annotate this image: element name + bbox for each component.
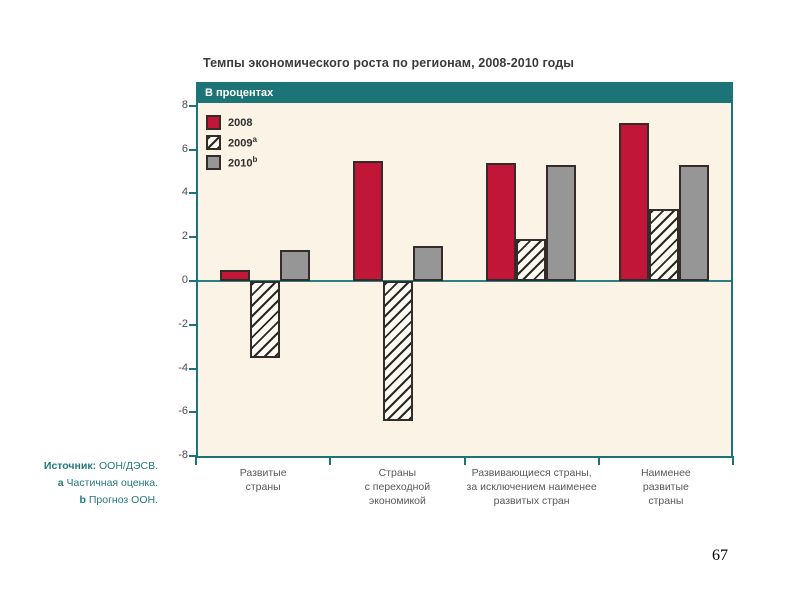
x-axis-category-labels: Развитые страны Страны с переходной эконо… [196,467,733,509]
y-axis-tick-mark [189,455,197,458]
y-axis-tick-mark [189,236,197,239]
y-axis-tick-label: -4 [178,361,188,374]
zero-gridline [198,280,731,282]
bar-2008-category-1 [219,270,250,281]
y-axis-tick-mark [189,192,197,195]
category-label-1: Развитые страны [239,467,287,493]
bar-2010-category-2 [412,245,443,281]
y-axis-tick-mark [189,323,197,326]
source-line: b Прогноз ООН. [79,494,158,506]
bar-2008-category-3 [486,162,517,281]
chart-title: Темпы экономического роста по регионам, … [203,56,575,70]
chart-frame: В процентах 2008 2009a 2010b 8 6 4 2 0 -2 -4 -6 -8 [178,82,733,461]
bar-2009-category-3 [516,239,547,281]
x-axis-boundary-tick [597,456,600,465]
bar-2009-category-4 [649,208,680,281]
bar-2010-category-3 [546,164,577,281]
legend: 2008 2009a 2010b [206,115,257,175]
bar-2010-category-1 [279,250,310,281]
category-label-4: Наименее развитые страны [640,467,691,507]
legend-label: 2009a [228,135,257,150]
bar-2008-category-4 [619,123,650,281]
y-axis-tick-mark [189,148,197,151]
bar-2009-category-1 [249,281,280,358]
y-axis-tick-label: -8 [178,449,188,462]
y-axis-tick-label: 0 [181,274,188,286]
x-axis-boundary-tick [329,456,332,465]
source-note: Источник: ООН/ДЭСВ. a Частичная оценка. b … [22,458,158,509]
x-axis-ticks [195,456,734,465]
legend-swatch-2008 [206,115,221,130]
legend-label: 2010b [228,155,258,170]
legend-item-2009: 2009a [206,135,257,150]
plot-area: 2008 2009a 2010b 8 6 4 2 0 -2 -4 -6 -8 [178,99,731,461]
category-label-2: Страны с переходной экономикой [364,467,431,507]
y-axis-tick-mark [189,104,197,107]
y-axis-tick-label: 8 [181,98,188,111]
legend-item-2010: 2010b [206,155,257,170]
y-axis-tick-mark [189,280,197,282]
source-line: Источник: ООН/ДЭСВ. [43,460,158,472]
x-axis-boundary-tick [195,456,197,465]
x-axis-boundary-tick [732,456,734,465]
y-axis-tick-label: 4 [181,186,188,199]
legend-label: 2008 [228,116,253,129]
legend-item-2008: 2008 [206,115,257,130]
category-label-3: Развивающиеся страны, за исключением наи… [466,467,597,507]
legend-swatch-2010 [206,155,221,170]
y-axis-tick-label: 2 [181,230,188,243]
bar-2008-category-2 [352,160,383,281]
x-axis-boundary-tick [463,456,466,465]
bar-2009-category-2 [382,281,413,422]
page-number: 67 [712,547,728,564]
chart-units-header: В процентах [198,84,731,103]
source-line: a Частичная оценка. [57,477,158,489]
y-axis-tick-label: -6 [178,405,188,418]
bar-2010-category-4 [679,164,710,281]
y-axis-tick-label: 6 [181,142,188,155]
y-axis-tick-mark [189,411,197,414]
legend-swatch-2009 [206,135,221,150]
y-axis-tick-label: -2 [178,317,188,330]
y-axis-tick-mark [189,367,197,370]
